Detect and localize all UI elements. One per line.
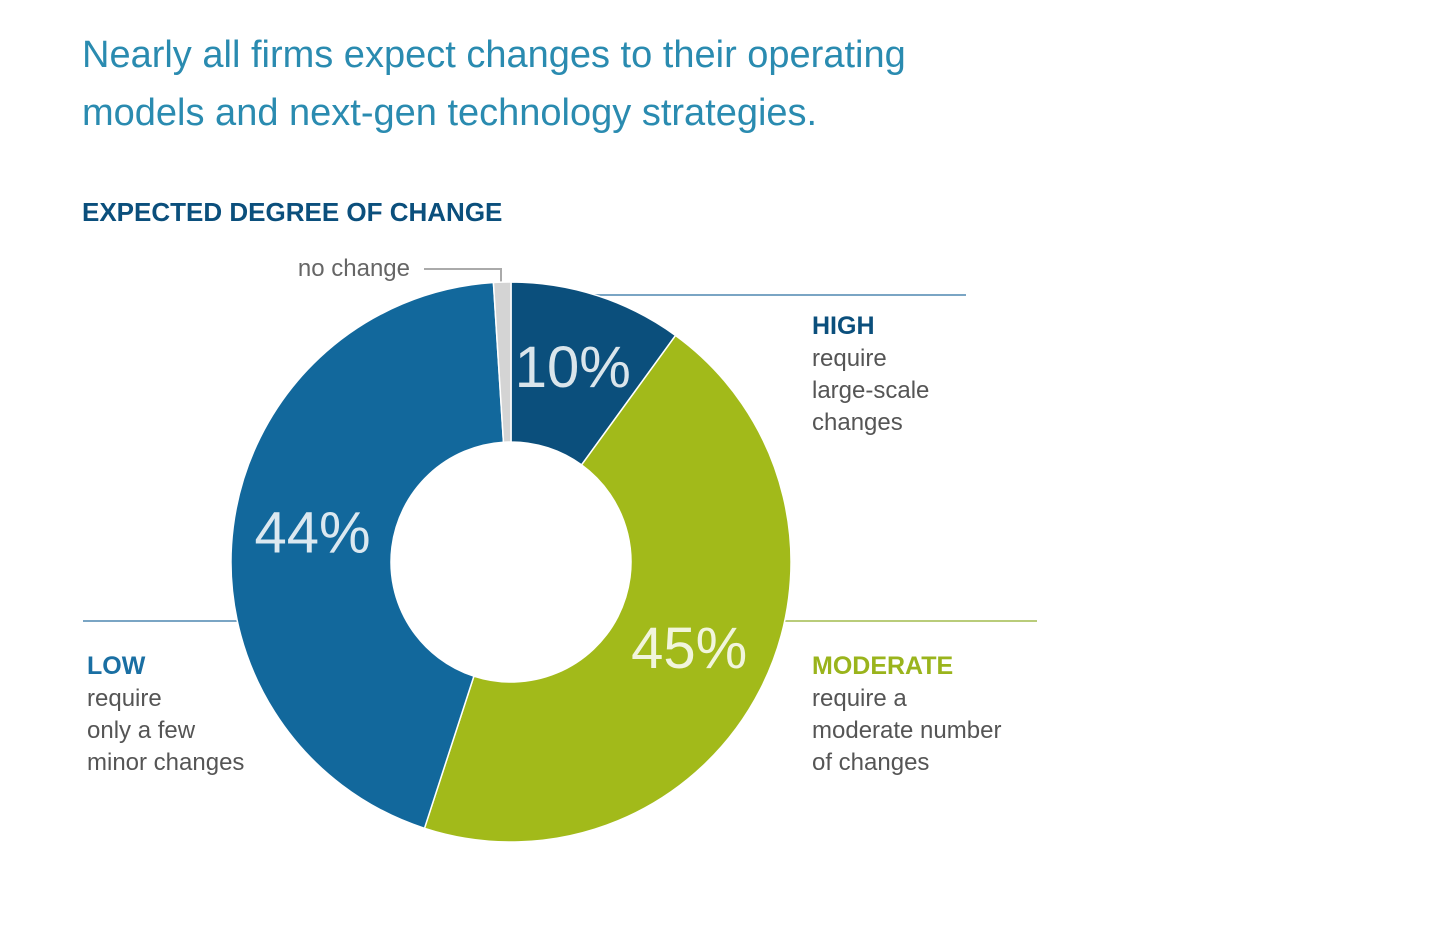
category-label: MODERATE [812,652,954,680]
chart-subtitle: EXPECTED DEGREE OF CHANGE [82,197,503,227]
category-description: require [87,685,162,712]
category-label: LOW [87,652,146,680]
value-label: 45% [631,616,747,681]
category-description: require a [812,685,907,712]
value-label: 10% [515,335,631,400]
category-description: changes [812,409,903,436]
value-label: 44% [255,500,371,565]
slice [423,334,792,843]
category-description: only a few [87,717,196,744]
chart-title: Nearly all firms expect changes to their… [82,34,906,134]
category-description: of changes [812,749,930,776]
category-label: no change [297,255,410,282]
slice [492,281,512,444]
category-description: moderate number [812,717,1002,744]
category-description: large-scale [812,377,930,404]
slice [230,281,505,830]
category-description: minor changes [87,749,245,776]
category-label: HIGH [812,312,875,340]
category-description: require [812,345,887,372]
